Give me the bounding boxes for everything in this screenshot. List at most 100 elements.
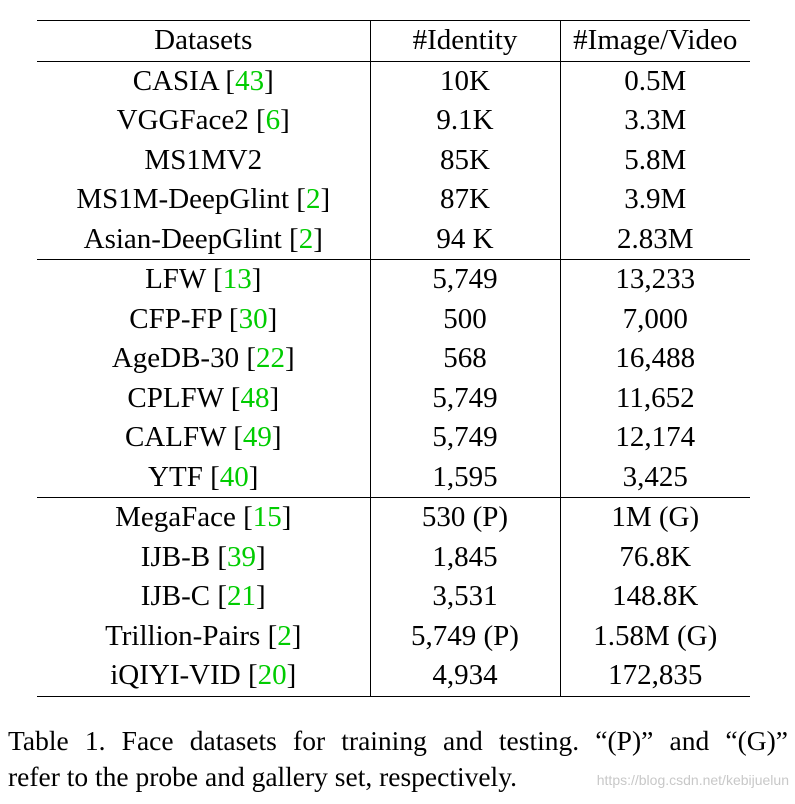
table-row: LFW [13] 5,749 13,233 [37, 259, 750, 300]
table-row: Trillion-Pairs [2] 5,749 (P) 1.58M (G) [37, 616, 750, 656]
dataset-name: YTF [148, 460, 203, 493]
citation-link[interactable]: 2 [305, 183, 321, 215]
identity-cell: 3,531 [370, 577, 561, 617]
dataset-name: MS1M-DeepGlint [76, 183, 290, 215]
table-row: Asian-DeepGlint [2] 94 K 2.83M [37, 219, 750, 260]
citation-link[interactable]: 49 [242, 421, 272, 453]
dataset-name-cell: CASIA [43] [37, 61, 371, 101]
header-image-video: #Image/Video [573, 24, 738, 56]
image-video-cell: 3.9M [624, 183, 687, 215]
citation-link[interactable]: 6 [265, 104, 281, 136]
table-row: CASIA [43] 10K 0.5M [37, 61, 750, 101]
identity-cell: 568 [370, 339, 561, 379]
citation-link[interactable]: 2 [298, 222, 314, 255]
dataset-name-cell: IJB-C [21] [37, 577, 371, 617]
image-video-cell: 16,488 [615, 342, 696, 374]
identity-cell: 530 (P) [370, 497, 561, 538]
dataset-name-cell: Trillion-Pairs [2] [37, 616, 371, 656]
dataset-name: Asian-DeepGlint [83, 222, 282, 255]
dataset-name-cell: MS1MV2 [37, 140, 371, 180]
citation-link[interactable]: 48 [240, 381, 270, 414]
citation-link[interactable]: 15 [252, 501, 282, 533]
image-video-cell: 3.3M [624, 104, 687, 136]
citation-link[interactable]: 2 [277, 619, 292, 652]
identity-cell: 94 K [370, 219, 561, 260]
citation-link[interactable]: 39 [227, 540, 257, 573]
dataset-name: CALFW [124, 421, 226, 453]
citation-link[interactable]: 43 [235, 64, 265, 97]
dataset-name-cell: VGGFace2 [6] [37, 101, 371, 141]
table-row: YTF [40] 1,595 3,425 [37, 457, 750, 498]
identity-cell: 4,934 [370, 656, 561, 696]
identity-cell: 5,749 [370, 259, 561, 300]
dataset-name-cell: YTF [40] [37, 457, 371, 498]
dataset-name: IJB-C [140, 580, 211, 612]
identity-cell: 87K [370, 180, 561, 220]
image-video-cell: 1.58M (G) [593, 619, 718, 652]
identity-cell: 85K [370, 140, 561, 180]
dataset-name-cell: MS1M-DeepGlint [2] [37, 180, 371, 220]
image-video-cell: 5.8M [624, 143, 687, 176]
identity-cell: 1,595 [370, 457, 561, 498]
identity-cell: 5,749 [370, 378, 561, 418]
citation-link[interactable]: 21 [227, 580, 257, 612]
identity-cell: 9.1K [370, 101, 561, 141]
image-video-cell: 1M (G) [611, 501, 700, 533]
image-video-cell: 2.83M [616, 222, 694, 255]
image-video-cell: 148.8K [612, 580, 699, 612]
table-row: MS1MV2 85K 5.8M [37, 140, 750, 180]
table-group: MegaFace [15] 530 (P) 1M (G) IJB-B [39] 1,84… [37, 497, 750, 696]
caption-line-2: refer to the probe and gallery set, resp… [8, 761, 518, 792]
citation-link[interactable]: 40 [219, 460, 249, 493]
table-row: IJB-B [39] 1,845 76.8K [37, 537, 750, 577]
dataset-name-cell: CPLFW [48] [37, 378, 371, 418]
table-row: CFP-FP [30] 500 7,000 [37, 299, 750, 339]
dataset-name: MegaFace [115, 501, 236, 533]
dataset-name-cell: CALFW [49] [37, 418, 371, 458]
citation-link[interactable]: 30 [238, 302, 268, 335]
table-row: iQIYI-VID [20] 4,934 172,835 [37, 656, 750, 696]
table-row: CALFW [49] 5,749 12,174 [37, 418, 750, 458]
dataset-name-cell: MegaFace [15] [37, 497, 371, 538]
dataset-name: MS1MV2 [144, 143, 263, 176]
table-row: MS1M-DeepGlint [2] 87K 3.9M [37, 180, 750, 220]
dataset-name: LFW [145, 263, 206, 295]
identity-cell: 10K [370, 61, 561, 101]
image-video-cell: 76.8K [619, 540, 692, 573]
identity-cell: 500 [370, 299, 561, 339]
citation-link[interactable]: 13 [222, 263, 252, 295]
dataset-name: iQIYI-VID [110, 659, 241, 691]
identity-cell: 1,845 [370, 537, 561, 577]
dataset-name-cell: IJB-B [39] [37, 537, 371, 577]
dataset-name: Trillion-Pairs [105, 619, 261, 652]
table-group: CASIA [43] 10K 0.5M VGGFace2 [6] 9.1K 3.3M MS1… [37, 61, 750, 260]
dataset-name-cell: CFP-FP [30] [37, 299, 371, 339]
header-identity: #Identity [370, 20, 561, 61]
image-video-cell: 11,652 [615, 381, 695, 414]
identity-cell: 5,749 (P) [370, 616, 561, 656]
citation-link[interactable]: 22 [256, 342, 285, 374]
image-video-cell: 7,000 [622, 302, 688, 335]
citation-link[interactable]: 20 [257, 659, 287, 691]
datasets-table-container: Datasets #Identity #Image/Video CASIA [4… [37, 20, 750, 697]
watermark-text: https://blog.csdn.net/kebijuelun [596, 772, 789, 788]
caption-line-1: Table 1. Face datasets for training and … [8, 725, 788, 756]
image-video-cell: 0.5M [624, 64, 687, 97]
table-row: CPLFW [48] 5,749 11,652 [37, 378, 750, 418]
image-video-cell: 3,425 [622, 460, 688, 493]
table-row: IJB-C [21] 3,531 148.8K [37, 577, 750, 617]
dataset-name-cell: LFW [13] [37, 259, 371, 300]
dataset-name: CASIA [132, 64, 219, 97]
dataset-name: AgeDB-30 [111, 342, 240, 374]
header-datasets: Datasets [37, 20, 371, 61]
dataset-name: CPLFW [127, 381, 224, 414]
dataset-name: IJB-B [140, 540, 211, 573]
dataset-name-cell: Asian-DeepGlint [2] [37, 219, 371, 260]
image-video-cell: 12,174 [615, 421, 696, 453]
dataset-name-cell: iQIYI-VID [20] [37, 656, 371, 696]
image-video-cell: 172,835 [608, 659, 703, 691]
datasets-table: Datasets #Identity #Image/Video CASIA [4… [37, 20, 750, 697]
table-row: VGGFace2 [6] 9.1K 3.3M [37, 101, 750, 141]
table-row: AgeDB-30 [22] 568 16,488 [37, 339, 750, 379]
dataset-name: CFP-FP [129, 302, 222, 335]
